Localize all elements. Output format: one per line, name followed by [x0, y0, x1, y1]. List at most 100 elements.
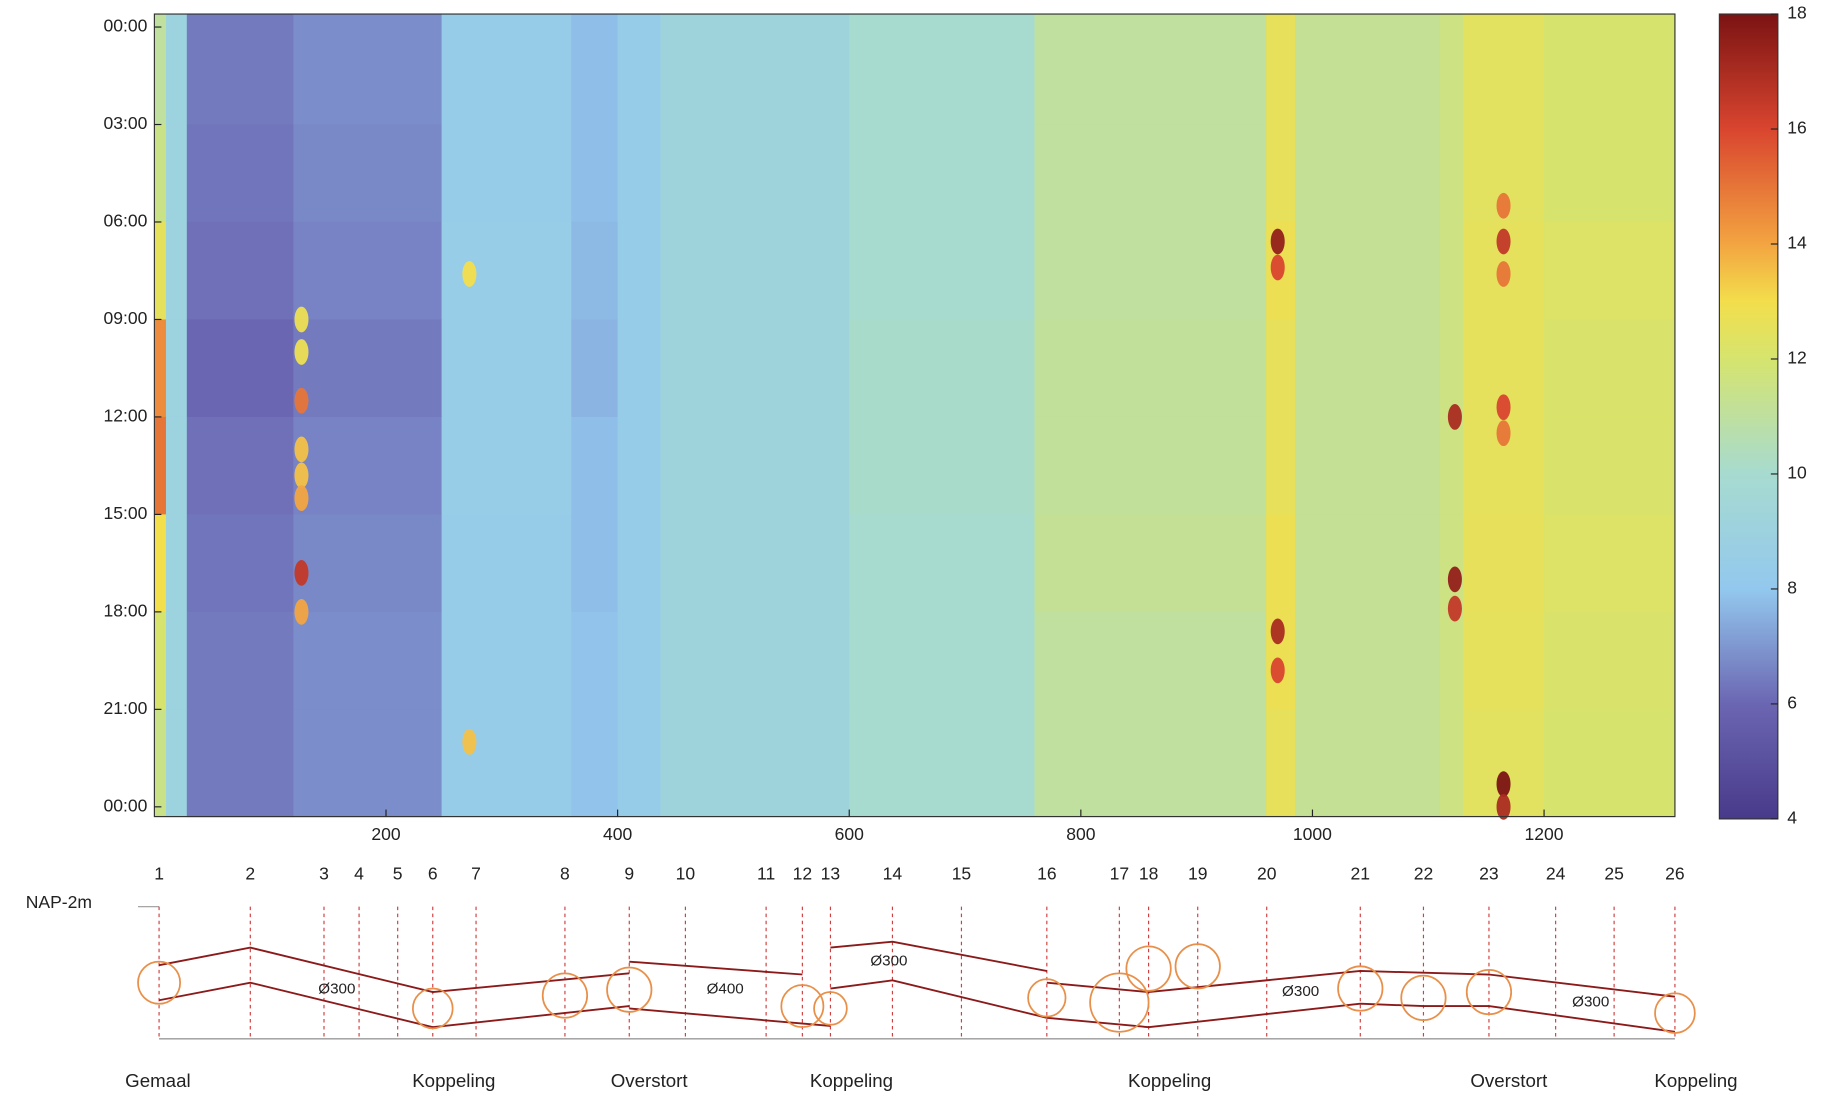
structure-label: Koppeling: [1654, 1070, 1737, 1091]
hotspot: [462, 261, 477, 287]
heat-cell: [571, 514, 619, 613]
heat-cell: [1295, 14, 1441, 126]
y-tick-label: 21:00: [104, 698, 148, 718]
heat-cell: [617, 709, 662, 818]
heat-cell: [1463, 514, 1545, 613]
y-tick-label: 09:00: [104, 308, 148, 328]
hotspot: [1496, 261, 1511, 287]
node-label: 19: [1188, 864, 1208, 884]
node-label: 24: [1546, 864, 1566, 884]
heat-cell: [165, 319, 188, 418]
heat-cell: [1266, 14, 1296, 126]
heat-cell: [1544, 416, 1676, 515]
hotspot: [1447, 566, 1462, 593]
colorbar: [1718, 13, 1779, 820]
colorbar-tick-label: 16: [1787, 118, 1807, 138]
hotspot: [1496, 771, 1511, 797]
manhole: [1125, 945, 1172, 992]
y-tick-label: 15:00: [104, 503, 148, 523]
y-tick-label: 06:00: [104, 211, 148, 231]
pipe-wall: [1046, 1002, 1676, 1033]
manhole: [1400, 974, 1447, 1022]
manhole: [1027, 978, 1067, 1018]
heat-cell: [154, 221, 167, 321]
heat-cell: [849, 611, 1036, 710]
hotspot: [1270, 254, 1285, 281]
heat-cell: [660, 319, 850, 418]
heat-cell: [1295, 221, 1441, 321]
heatmap: [154, 14, 1676, 820]
heat-cell: [849, 14, 1036, 126]
heat-cell: [660, 14, 850, 126]
node-label: 10: [676, 864, 696, 884]
heat-cell: [617, 124, 662, 223]
node-label: 4: [354, 864, 364, 884]
heat-cell: [186, 709, 294, 818]
heat-cell: [186, 611, 294, 710]
heat-cell: [1439, 611, 1464, 710]
heat-cell: [1034, 709, 1267, 818]
structure-label: Overstort: [611, 1070, 689, 1091]
pipe-label: Ø300: [870, 953, 907, 970]
hotspot: [294, 339, 309, 365]
colorbar-tick-label: 12: [1787, 348, 1807, 368]
heat-cell: [1463, 611, 1545, 710]
heat-cell: [293, 611, 443, 710]
heat-cell: [165, 709, 188, 818]
y-tick-label: 12:00: [104, 406, 148, 426]
heat-cell: [1266, 416, 1296, 515]
heat-cell: [1544, 611, 1676, 710]
heat-cell: [849, 221, 1036, 321]
colorbar-tick-label: 8: [1787, 578, 1797, 598]
heat-cell: [186, 14, 294, 126]
heat-cell: [849, 124, 1036, 223]
heat-cell: [165, 514, 188, 613]
pipe-wall: [629, 960, 803, 976]
node-label: 23: [1479, 864, 1499, 884]
heat-cell: [1544, 124, 1676, 223]
heat-cell: [660, 221, 850, 321]
node-label: 16: [1037, 864, 1057, 884]
hotspot: [1447, 404, 1462, 430]
heat-cell: [441, 416, 572, 515]
heat-cell: [1034, 319, 1267, 418]
heat-cell: [186, 221, 294, 321]
heat-cell: [1439, 709, 1464, 818]
heat-cell: [293, 14, 443, 126]
x-tick-label: 1000: [1293, 824, 1332, 844]
heat-cell: [1295, 514, 1441, 613]
heat-cell: [154, 514, 167, 613]
heat-cell: [1295, 416, 1441, 515]
heat-cell: [186, 514, 294, 613]
heat-cell: [849, 514, 1036, 613]
heat-cell: [154, 611, 167, 710]
heat-cell: [165, 14, 188, 126]
heat-cell: [571, 14, 619, 126]
heat-cell: [1544, 514, 1676, 613]
heat-cell: [1295, 319, 1441, 418]
hotspot: [1496, 793, 1511, 820]
hotspot: [1270, 228, 1285, 255]
heat-cell: [1034, 416, 1267, 515]
heat-cell: [571, 611, 619, 710]
node-label: 2: [245, 864, 255, 884]
node-label: 14: [883, 864, 903, 884]
heat-cell: [186, 416, 294, 515]
heat-cell: [154, 124, 167, 223]
heat-cell: [660, 416, 850, 515]
hotspot: [294, 485, 309, 512]
heat-cell: [571, 416, 619, 515]
heat-cell: [165, 416, 188, 515]
heat-cell: [617, 14, 662, 126]
heat-cell: [1544, 709, 1676, 818]
heat-cell: [154, 709, 167, 818]
heat-cell: [1266, 319, 1296, 418]
heat-cell: [849, 709, 1036, 818]
node-label: 7: [471, 864, 481, 884]
manhole: [137, 960, 182, 1005]
y-tick-label: 00:00: [104, 795, 148, 815]
heat-cell: [571, 319, 619, 418]
heat-cell: [571, 124, 619, 223]
